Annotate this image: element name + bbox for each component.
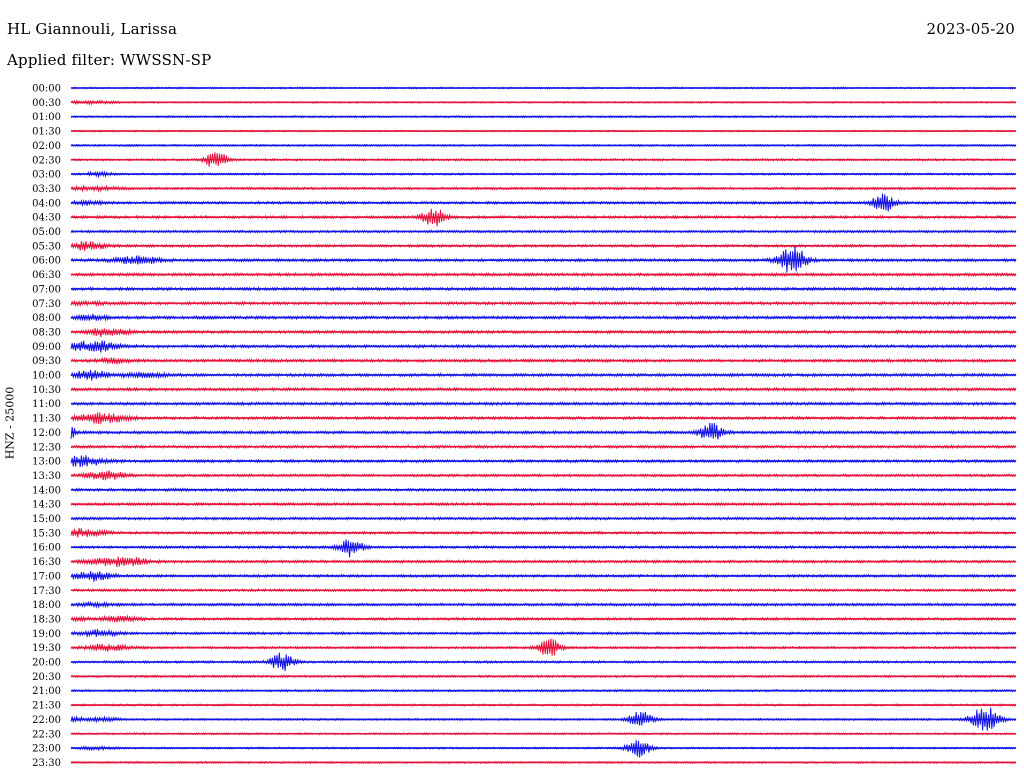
row-time-label: 20:00 [32, 658, 61, 669]
seismogram-trace [70, 740, 1017, 758]
row-time-label: 10:00 [32, 371, 61, 382]
row-time-label: 02:30 [32, 155, 61, 166]
row-time-label: 22:00 [32, 715, 61, 726]
row-time-label: 23:00 [32, 744, 61, 755]
row-time-label: 08:30 [32, 327, 61, 338]
row-time-label: 11:30 [32, 414, 61, 425]
row-time-label: 20:30 [32, 672, 61, 683]
row-time-label: 19:30 [32, 643, 61, 654]
row-time-label: 07:00 [32, 284, 61, 295]
row-time-label: 17:00 [32, 571, 61, 582]
row-time-label: 06:00 [32, 256, 61, 267]
row-time-label: 14:00 [32, 485, 61, 496]
row-time-label: 09:00 [32, 342, 61, 353]
row-time-label: 05:00 [32, 227, 61, 238]
row-time-label: 02:00 [32, 141, 61, 152]
row-time-label: 01:30 [32, 127, 61, 138]
row-time-label: 00:30 [32, 98, 61, 109]
row-time-label: 15:00 [32, 514, 61, 525]
row-time-label: 10:30 [32, 385, 61, 396]
row-time-label: 23:30 [32, 758, 61, 769]
row-time-label: 01:00 [32, 112, 61, 123]
row-time-label: 17:30 [32, 586, 61, 597]
row-time-label: 16:30 [32, 557, 61, 568]
row-time-label: 00:00 [32, 84, 61, 95]
row-time-label: 12:00 [32, 428, 61, 439]
row-time-label: 18:00 [32, 600, 61, 611]
seismogram-trace [70, 422, 1017, 440]
filter-label: Applied filter: WWSSN-SP [7, 51, 212, 69]
row-time-label: 21:30 [32, 701, 61, 712]
row-time-label: 03:30 [32, 184, 61, 195]
row-time-label: 04:00 [32, 198, 61, 209]
row-time-label: 21:00 [32, 686, 61, 697]
row-time-label: 05:30 [32, 241, 61, 252]
row-time-label: 15:30 [32, 528, 61, 539]
row-time-label: 11:00 [32, 399, 61, 410]
row-time-label: 16:00 [32, 543, 61, 554]
row-time-label: 19:00 [32, 629, 61, 640]
record-date: 2023-05-20 [926, 20, 1015, 38]
row-time-label: 14:30 [32, 500, 61, 511]
row-time-label: 13:30 [32, 471, 61, 482]
seismogram-trace [70, 539, 1017, 558]
row-time-label: 03:00 [32, 170, 61, 181]
row-time-label: 04:30 [32, 213, 61, 224]
station-title: HL Giannouli, Larissa [7, 20, 178, 38]
row-time-label: 13:00 [32, 457, 61, 468]
row-time-label: 06:30 [32, 270, 61, 281]
row-time-label: 18:30 [32, 614, 61, 625]
row-time-label: 12:30 [32, 442, 61, 453]
row-time-label: 09:30 [32, 356, 61, 367]
row-time-label: 08:00 [32, 313, 61, 324]
row-time-label: 07:30 [32, 299, 61, 310]
row-time-label: 22:30 [32, 729, 61, 740]
